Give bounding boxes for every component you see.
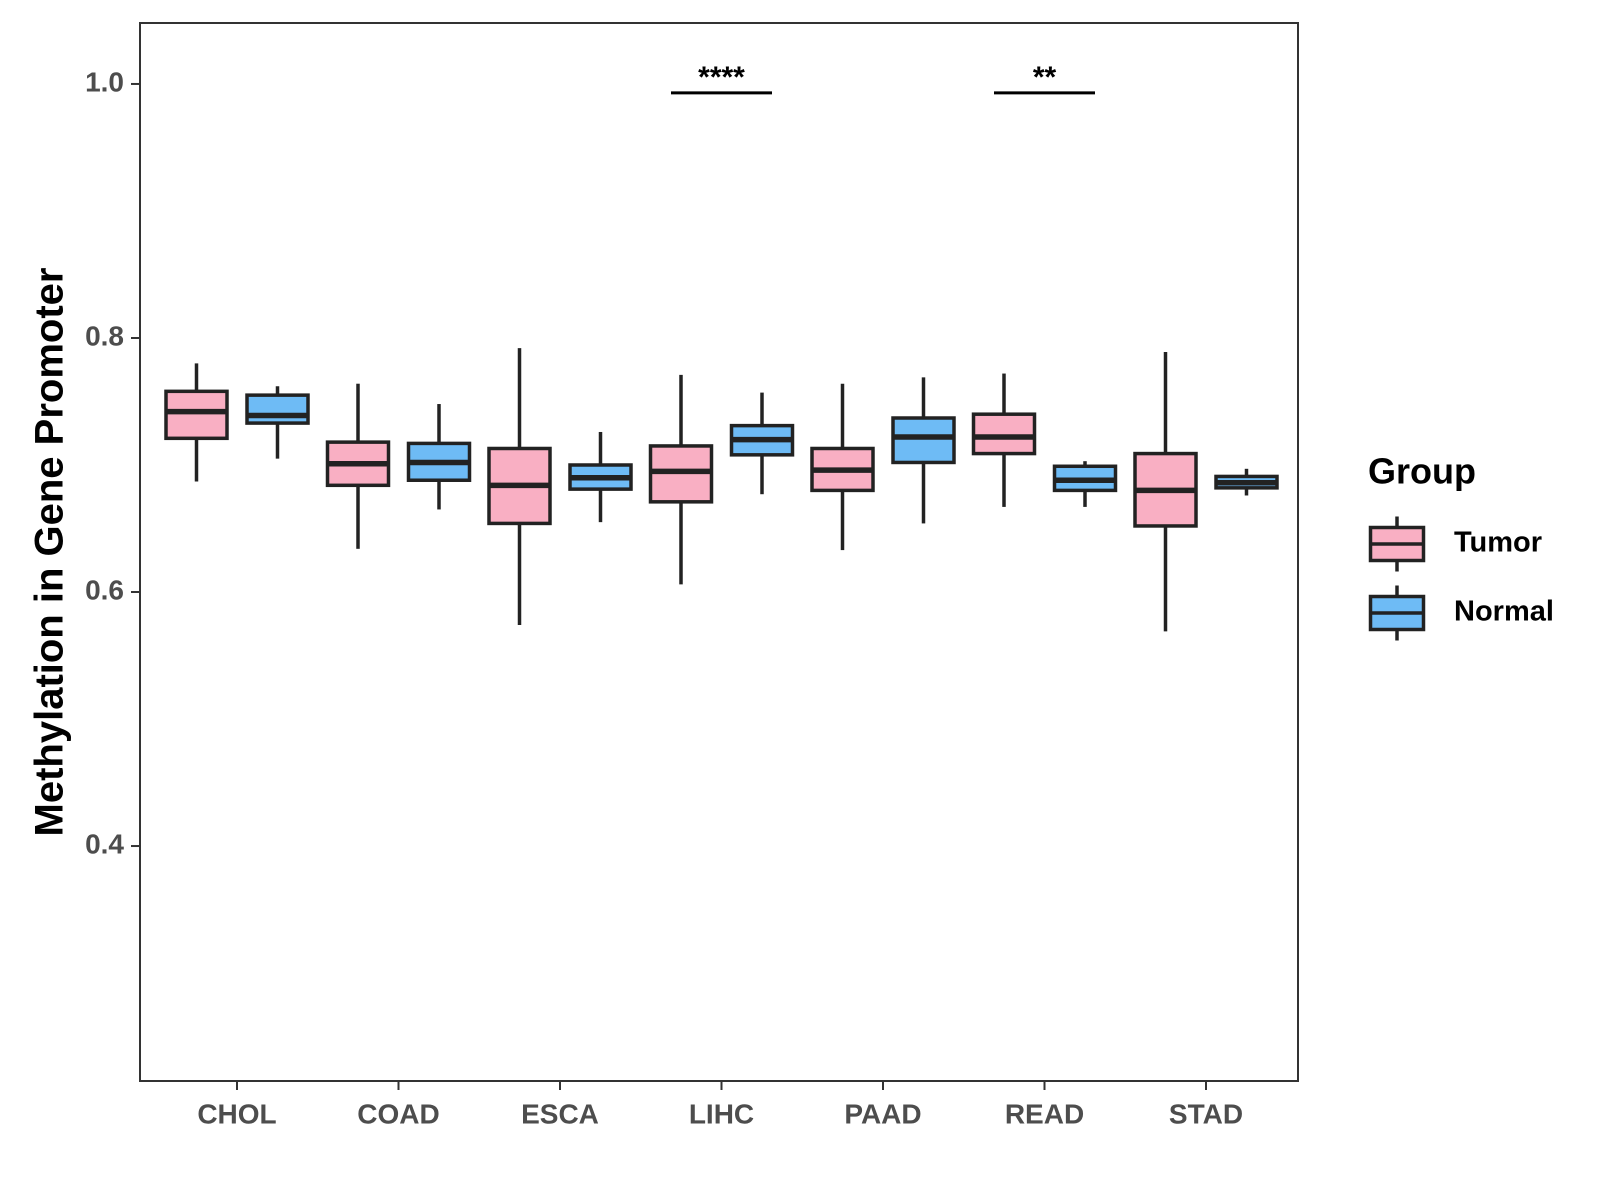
legend: Group Tumor Normal: [1368, 451, 1554, 641]
y-axis-title: Methylation in Gene Promoter: [28, 268, 72, 837]
box-tumor-stad: [1133, 351, 1198, 632]
box-tumor-lihc: [648, 374, 714, 585]
box-iqr: [245, 393, 310, 425]
x-tick-label-lihc: LIHC: [689, 1098, 754, 1129]
x-axis: CHOL COAD ESCA LIHC PAAD READ STAD: [197, 1081, 1243, 1129]
box-iqr: [971, 412, 1037, 456]
legend-title: Group: [1368, 451, 1476, 492]
y-tick-label: 0.8: [85, 320, 124, 351]
significance-annotations: **** **: [671, 61, 1095, 95]
x-tick-label-chol: CHOL: [197, 1098, 276, 1129]
box-normal-lihc: [729, 392, 795, 495]
box-tumor-chol: [164, 363, 229, 482]
box-tumor-read: [971, 373, 1037, 507]
significance-label: ****: [698, 61, 745, 94]
x-tick-label-paad: PAAD: [844, 1098, 921, 1129]
x-tick-label-coad: COAD: [357, 1098, 439, 1129]
box-normal-read: [1052, 461, 1118, 507]
box-tumor-coad: [325, 383, 391, 549]
box-iqr: [891, 416, 956, 465]
plot-background: [139, 22, 1299, 1082]
box-tumor-esca: [487, 348, 552, 626]
y-axis: 0.4 0.6 0.8 1.0: [85, 66, 140, 859]
box-tumor-paad: [810, 383, 875, 551]
box-normal-esca: [568, 431, 633, 523]
legend-entry-normal: Normal: [1368, 585, 1554, 641]
legend-entry-tumor: Tumor: [1368, 516, 1542, 572]
boxes-layer: [164, 348, 1279, 632]
legend-label-tumor: Tumor: [1454, 527, 1542, 559]
box-normal-chol: [245, 386, 310, 459]
box-normal-coad: [406, 404, 472, 510]
box-normal-paad: [891, 377, 956, 524]
y-tick-label: 0.6: [85, 574, 124, 605]
significance-label: **: [1033, 61, 1057, 94]
x-tick-label-esca: ESCA: [521, 1098, 599, 1129]
x-tick-label-stad: STAD: [1169, 1098, 1243, 1129]
box-iqr: [164, 389, 229, 441]
y-tick-label: 0.4: [85, 828, 124, 859]
y-tick-label: 1.0: [85, 66, 124, 97]
x-tick-label-read: READ: [1005, 1098, 1084, 1129]
legend-label-normal: Normal: [1454, 596, 1554, 628]
box-normal-stad: [1214, 468, 1279, 496]
